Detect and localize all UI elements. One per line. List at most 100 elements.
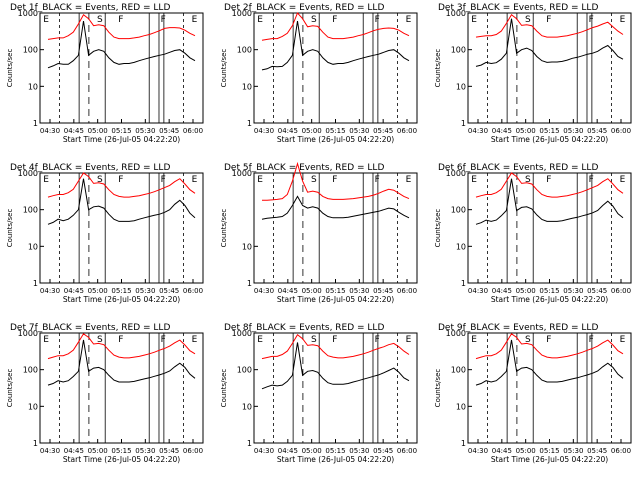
x-tick-label: 05:00: [88, 447, 108, 455]
y-axis-label: Counts/sec: [220, 49, 228, 88]
x-tick-label: 05:45: [159, 127, 179, 135]
x-tick-label: 05:15: [325, 127, 345, 135]
segment-label: E: [192, 175, 198, 185]
segment-label: F: [118, 15, 123, 25]
x-tick-label: 06:00: [183, 287, 203, 295]
segment-label: F: [546, 175, 551, 185]
y-tick-label: 1000: [232, 329, 252, 338]
x-tick-label: 05:45: [159, 447, 179, 455]
y-tick-label: 1000: [446, 9, 466, 18]
y-tick-label: 1000: [446, 169, 466, 178]
segment-label: F: [332, 335, 337, 345]
chart-panel-4: Det 4f_BLACK = Events, RED = LLD Counts/s…: [6, 163, 204, 304]
segment-label: F: [589, 15, 594, 25]
y-tick-label: 100: [23, 366, 38, 375]
x-tick-label: 06:00: [183, 127, 203, 135]
x-axis-label: Start Time (26-Jul-05 04:22:20): [277, 455, 394, 464]
x-tick-label: 05:15: [539, 127, 559, 135]
y-tick-label: 10: [28, 82, 38, 91]
chart-title: Det 7f_BLACK = Events, RED = LLD: [10, 323, 170, 333]
y-axis-label: Counts/sec: [6, 369, 14, 408]
plot-frame: [467, 172, 632, 284]
segment-label: F: [118, 335, 123, 345]
y-tick-label: 10: [242, 242, 252, 251]
chart-panel-7: Det 7f_BLACK = Events, RED = LLD Counts/s…: [6, 323, 204, 464]
chart-title: Det 2f_BLACK = Events, RED = LLD: [224, 3, 384, 13]
plot-frame: [467, 12, 632, 124]
series-lld: [262, 161, 410, 201]
x-tick-label: 06:00: [397, 127, 417, 135]
segment-label: E: [257, 335, 263, 345]
segment-label: E: [406, 15, 412, 25]
x-tick-label: 04:30: [40, 287, 60, 295]
x-axis-label: Start Time (26-Jul-05 04:22:20): [277, 135, 394, 144]
x-tick-label: 04:30: [468, 127, 488, 135]
x-tick-label: 04:30: [468, 287, 488, 295]
y-tick-label: 10: [456, 402, 466, 411]
x-tick-label: 05:00: [516, 287, 536, 295]
x-tick-label: 04:30: [254, 287, 274, 295]
series-lld: [261, 333, 410, 360]
y-tick-label: 10: [242, 82, 252, 91]
y-tick-label: 100: [237, 366, 252, 375]
plot-frame: [467, 332, 632, 444]
series-lld: [261, 12, 410, 41]
plot-frame: [39, 12, 204, 124]
y-axis-label: Counts/sec: [220, 369, 228, 408]
chart-panel-1: Det 1f_BLACK = Events, RED = LLD Counts/s…: [6, 3, 204, 144]
series-lld: [475, 172, 624, 198]
x-axis-label: Start Time (26-Jul-05 04:22:20): [63, 295, 180, 304]
segment-label: E: [620, 335, 626, 345]
x-tick-label: 05:45: [159, 287, 179, 295]
segment-label: F: [375, 15, 380, 25]
series-events: [261, 195, 410, 220]
x-tick-label: 05:30: [349, 447, 369, 455]
plot-frame: [39, 332, 204, 444]
x-tick-label: 05:45: [373, 287, 393, 295]
chart-panel-8: Det 8f_BLACK = Events, RED = LLD Counts/s…: [220, 323, 418, 464]
x-tick-label: 04:30: [40, 447, 60, 455]
series-events: [475, 339, 624, 386]
y-tick-label: 1000: [18, 329, 38, 338]
x-tick-label: 05:15: [111, 447, 131, 455]
chart-panel-3: Det 3f_BLACK = Events, RED = LLD Counts/s…: [434, 3, 632, 144]
x-tick-label: 06:00: [397, 287, 417, 295]
x-tick-label: 04:45: [492, 287, 512, 295]
x-tick-label: 05:00: [302, 127, 322, 135]
segment-label: E: [192, 15, 198, 25]
segment-label: F: [375, 175, 380, 185]
chart-title: Det 1f_BLACK = Events, RED = LLD: [10, 3, 170, 13]
chart-title: Det 5f_BLACK = Events, RED = LLD: [224, 163, 384, 173]
x-tick-label: 06:00: [611, 447, 631, 455]
y-tick-label: 1: [461, 279, 466, 288]
y-axis-label: Counts/sec: [434, 209, 442, 248]
series-events: [47, 178, 196, 225]
segment-label: E: [43, 15, 49, 25]
y-axis-label: Counts/sec: [6, 49, 14, 88]
x-axis-label: Start Time (26-Jul-05 04:22:20): [277, 295, 394, 304]
y-axis-label: Counts/sec: [220, 209, 228, 248]
segment-label: S: [311, 15, 317, 25]
x-tick-label: 06:00: [397, 447, 417, 455]
y-tick-label: 1000: [232, 9, 252, 18]
series-events: [261, 21, 410, 71]
y-tick-label: 1000: [18, 169, 38, 178]
segment-label: F: [546, 335, 551, 345]
y-tick-label: 100: [23, 46, 38, 55]
series-lld: [475, 333, 624, 360]
series-events: [47, 339, 196, 386]
segment-label: S: [97, 335, 103, 345]
y-axis-label: Counts/sec: [434, 49, 442, 88]
y-axis-label: Counts/sec: [6, 209, 14, 248]
segment-label: E: [257, 15, 263, 25]
segment-label: F: [332, 175, 337, 185]
segment-label: F: [589, 335, 594, 345]
series-events: [261, 342, 410, 390]
x-tick-label: 04:30: [40, 127, 60, 135]
x-axis-label: Start Time (26-Jul-05 04:22:20): [63, 135, 180, 144]
segment-label: E: [406, 335, 412, 345]
x-tick-label: 04:45: [492, 127, 512, 135]
x-tick-label: 05:30: [135, 127, 155, 135]
segment-label: E: [257, 175, 263, 185]
y-tick-label: 1: [461, 119, 466, 128]
